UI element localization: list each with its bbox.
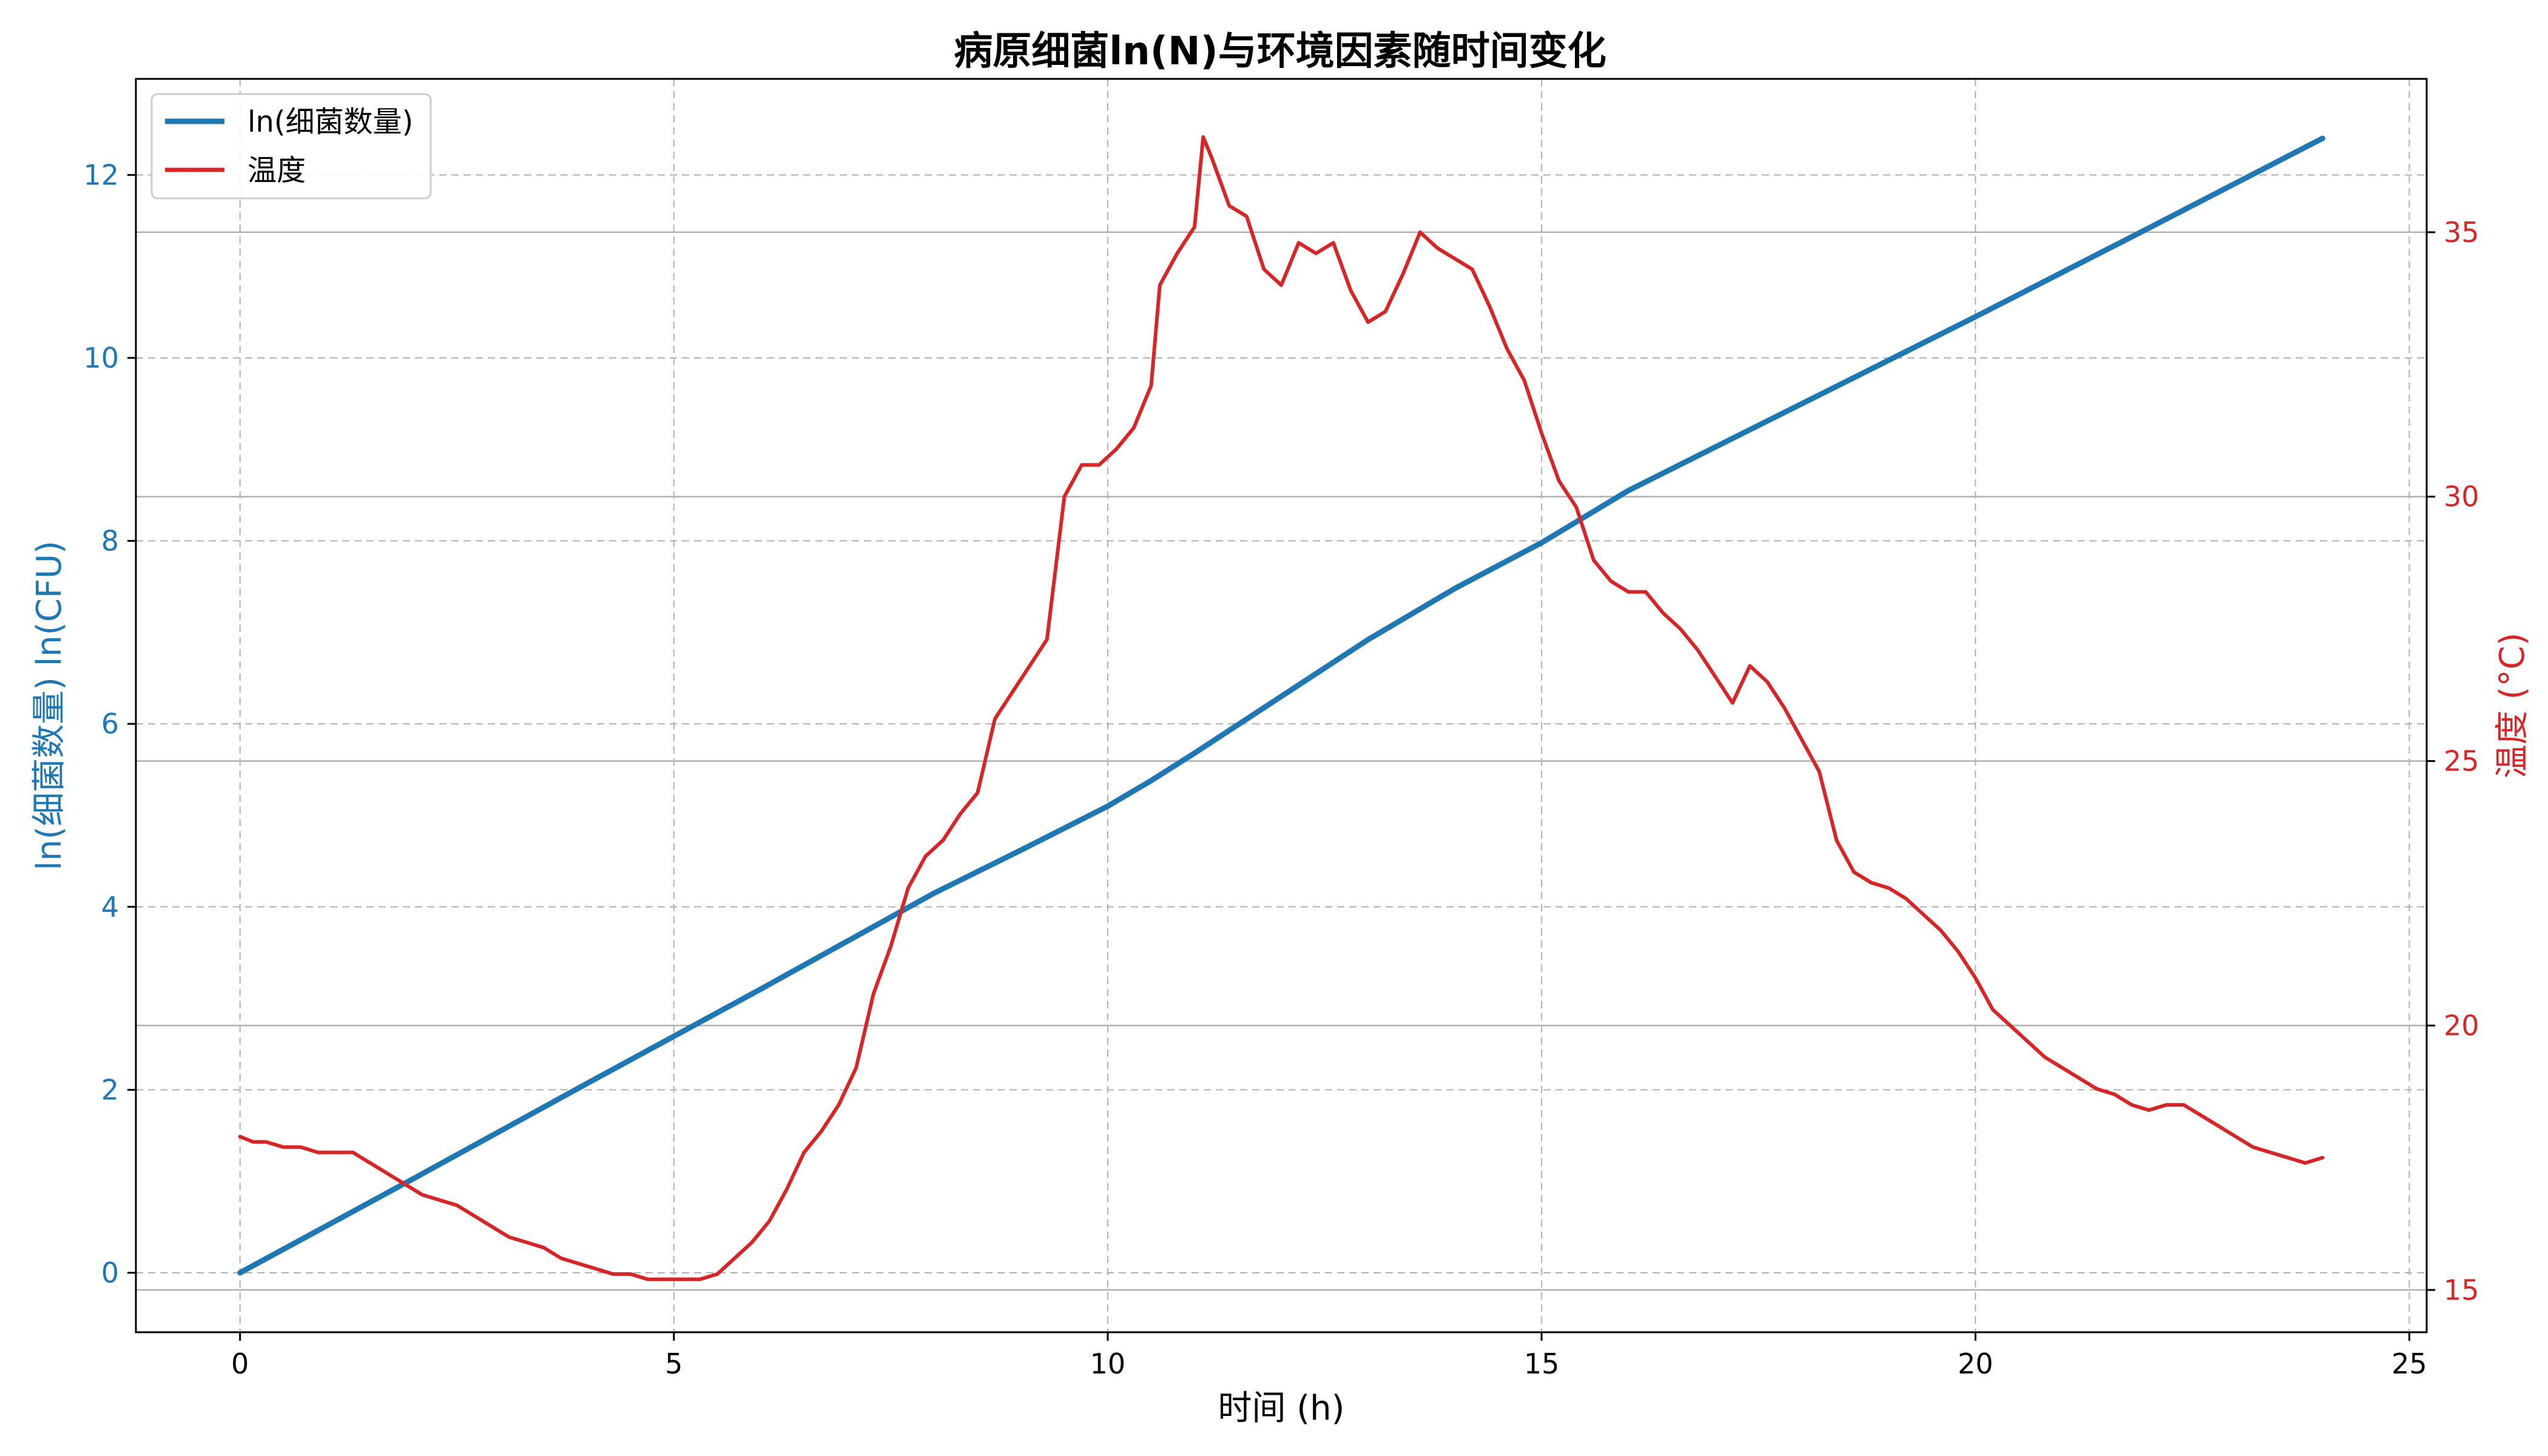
chart-title: 病原细菌ln(N)与环境因素随时间变化 [954,29,1606,74]
x-tick-label: 25 [2391,1347,2427,1380]
axis-layer: 0 5 10 15 20 25 0 2 4 6 8 10 12 15 20 25 30 35 [83,158,2479,1380]
y-right-tick-label: 20 [2444,1009,2479,1042]
y-right-tick-label: 30 [2444,480,2479,513]
legend-label-temperature: 温度 [248,153,306,187]
series-line-temperature [238,135,2325,1281]
x-tick-label: 15 [1524,1347,1560,1380]
y-left-tick-label: 10 [83,342,119,374]
x-axis-label: 时间 (h) [1218,1389,1345,1428]
grid-layer [136,79,2427,1332]
y-left-tick-label: 0 [101,1256,119,1289]
y-left-tick-label: 12 [83,158,119,191]
y-left-tick-label: 4 [101,891,119,923]
x-tick-label: 20 [1958,1347,1994,1380]
series-layer [237,135,2325,1281]
series-line-bacteria [237,135,2325,1276]
y-right-tick-label: 35 [2444,216,2479,249]
y-right-tick-label: 25 [2444,745,2479,778]
y-right-tick-label: 15 [2444,1273,2479,1306]
x-tick-label: 10 [1090,1347,1126,1380]
x-tick-label: 5 [665,1347,682,1380]
y-axis-label-right: 温度 (°C) [2493,633,2532,779]
y-axis-label-left: ln(细菌数量) ln(CFU) [30,541,69,871]
plot-frame [135,78,2428,1333]
legend: ln(细菌数量) 温度 [150,93,432,200]
y-left-tick-label: 6 [101,707,119,740]
y-left-tick-label: 2 [101,1073,119,1106]
y-left-tick-label: 8 [101,525,119,558]
x-tick-label: 0 [231,1347,249,1380]
legend-label-bacteria: ln(细菌数量) [248,105,413,139]
